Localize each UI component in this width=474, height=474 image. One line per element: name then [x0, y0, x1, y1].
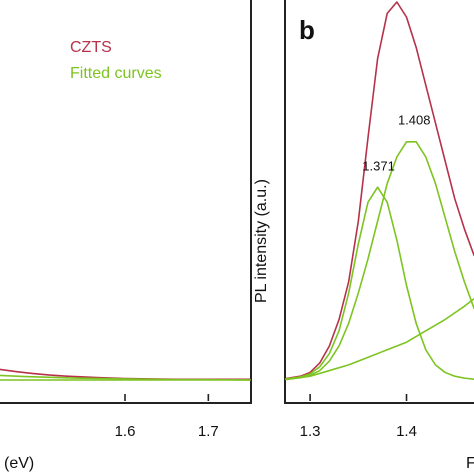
panel-b-series [285, 1, 474, 381]
panel-a: 1.6 1.7 CZTS Fitted curves (eV) [0, 0, 252, 472]
panel-b-x-tick-label-1-4: 1.4 [396, 423, 417, 440]
panel-b-plot-frame [284, 0, 474, 404]
panel-b-series-czts-line-0 [285, 1, 474, 380]
panel-b-peak-label-1-371: 1.371 [362, 158, 395, 173]
panel-a-x-tick-label-1-6: 1.6 [115, 423, 136, 440]
panel-a-series [0, 368, 251, 381]
panel-b-y-axis-label: PL intensity (a.u.) [253, 179, 270, 303]
panel-a-plot-frame [0, 0, 252, 404]
panel-b-x-ticks: 1.3 1.4 [300, 394, 417, 440]
panel-a-x-ticks: 1.6 1.7 [115, 394, 219, 440]
panel-a-series-fitted-curves-line-2 [0, 374, 251, 381]
panel-b-peak-label-1-408: 1.408 [398, 112, 431, 127]
panel-b-label: b [299, 15, 315, 45]
panel-a-legend-fitted-curves: Fitted curves [70, 65, 162, 82]
panel-b-peak-annotations: 1.371 1.408 [362, 112, 430, 173]
panel-b-x-tick-label-1-3: 1.3 [300, 423, 321, 440]
panel-b-series-fitted-curves-line-2 [285, 141, 474, 381]
panel-b-series-fitted-curves-line-1 [285, 186, 474, 381]
panel-b-x-axis-label: F [466, 455, 474, 472]
panel-a-legend-czts: CZTS [70, 39, 112, 56]
panel-a-x-tick-label-1-7: 1.7 [198, 423, 219, 440]
panel-b-series-fitted-curves-line-3 [285, 297, 474, 381]
panel-a-x-axis-label: (eV) [4, 455, 34, 472]
